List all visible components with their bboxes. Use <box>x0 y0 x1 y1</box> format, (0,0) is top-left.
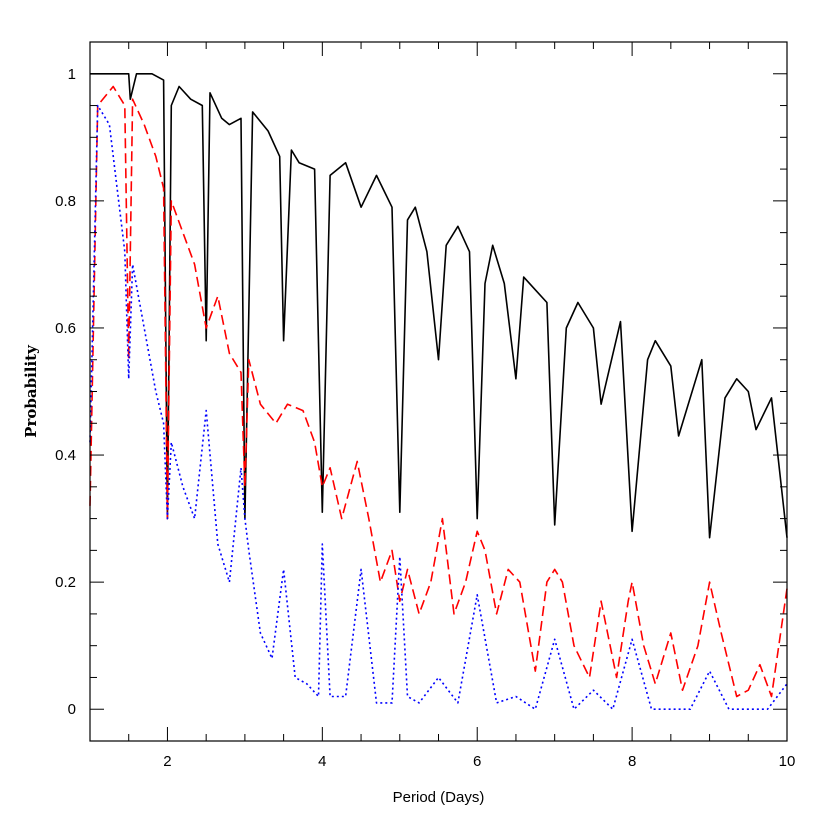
x-tick-label: 6 <box>473 753 481 770</box>
tick-layer <box>89 41 788 742</box>
series-line-dotted <box>89 104 788 711</box>
x-axis-label: Period (Days) <box>393 789 485 806</box>
y-tick-label: 0.4 <box>55 447 76 464</box>
y-tick-label: 0.6 <box>55 320 76 337</box>
series-line-dashed <box>89 85 788 698</box>
y-tick-label: 0.2 <box>55 574 76 591</box>
tick-label-layer: 2 4 6 8 10 0 0.2 0.4 0.6 0.8 1 <box>55 66 795 770</box>
x-tick-label: 4 <box>318 753 326 770</box>
x-tick-label: 2 <box>163 753 171 770</box>
x-tick-label: 10 <box>779 753 796 770</box>
series-line-solid <box>90 73 788 539</box>
series-layer <box>89 73 788 711</box>
y-tick-label: 1 <box>68 66 76 83</box>
x-tick-label: 8 <box>628 753 636 770</box>
y-tick-label: 0.8 <box>55 193 76 210</box>
y-axis-label: Probability <box>22 344 40 438</box>
plot-frame <box>89 41 788 742</box>
y-tick-label: 0 <box>68 701 76 718</box>
